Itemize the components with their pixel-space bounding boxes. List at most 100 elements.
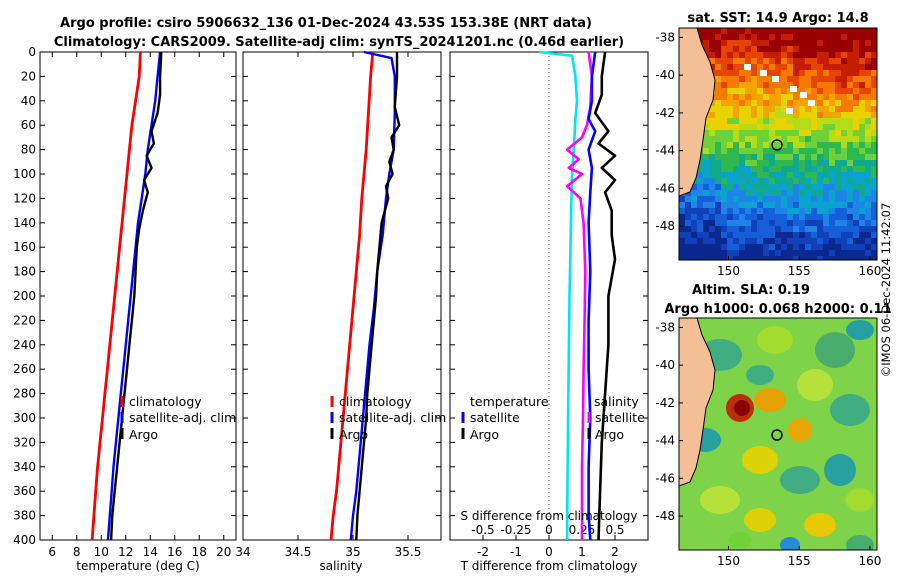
sst-cell	[835, 34, 841, 40]
sst-cell	[865, 166, 871, 172]
salinity-panel: 34 34.5 35 35.5 climatology satellite-adj. …	[235, 50, 446, 573]
lat-tick-label: -40	[655, 68, 675, 82]
x-tick-label: 1	[578, 545, 586, 559]
sst-cell	[865, 160, 871, 166]
sst-cell	[685, 238, 691, 244]
sst-cell	[745, 34, 751, 40]
sst-cell	[733, 178, 739, 184]
sst-cell	[775, 130, 781, 136]
sst-cell	[829, 166, 835, 172]
sst-cell	[727, 148, 733, 154]
sst-cell	[787, 154, 793, 160]
sst-cell	[733, 148, 739, 154]
sst-cell	[835, 148, 841, 154]
sst-cell	[697, 172, 703, 178]
sla-anomaly-blob	[797, 369, 833, 401]
sst-cell	[817, 190, 823, 196]
sla-anomaly-blob	[757, 326, 793, 354]
sst-cell	[775, 94, 781, 100]
sst-cell	[769, 178, 775, 184]
sst-cell	[733, 160, 739, 166]
sst-cell	[793, 106, 799, 112]
sst-map-panel: sat. SST: 14.9 Argo: 14.8 150 155 160 -38 -4…	[655, 11, 881, 278]
sst-cell	[787, 40, 793, 46]
sst-cell	[823, 130, 829, 136]
sst-cell	[847, 172, 853, 178]
sst-cell	[817, 94, 823, 100]
sst-cell	[841, 46, 847, 52]
sst-cell	[793, 220, 799, 226]
sst-cell	[805, 220, 811, 226]
sst-cell	[811, 28, 817, 34]
sst-cell	[751, 196, 757, 202]
sst-cell	[859, 58, 865, 64]
sst-cell	[793, 148, 799, 154]
sst-cell	[709, 202, 715, 208]
sst-cell	[775, 232, 781, 238]
sst-cell	[817, 52, 823, 58]
sst-cell	[769, 202, 775, 208]
sst-cell	[763, 226, 769, 232]
sst-cell	[781, 94, 787, 100]
sst-cell	[841, 94, 847, 100]
sst-cell	[799, 214, 805, 220]
sst-cell	[781, 34, 787, 40]
sst-cell	[835, 64, 841, 70]
sst-cell	[709, 160, 715, 166]
sst-cell	[733, 58, 739, 64]
sst-cell	[829, 148, 835, 154]
sst-cell	[829, 64, 835, 70]
sst-cell	[829, 28, 835, 34]
sst-cell	[727, 226, 733, 232]
sst-cell	[799, 220, 805, 226]
sst-cell	[703, 190, 709, 196]
sst-cell	[865, 40, 871, 46]
sst-cell	[859, 232, 865, 238]
sst-cell	[829, 184, 835, 190]
sst-cell	[805, 226, 811, 232]
sst-cell	[823, 28, 829, 34]
sst-cell	[847, 130, 853, 136]
sst-cell	[721, 220, 727, 226]
sst-cell	[871, 28, 877, 34]
sst-cell	[733, 34, 739, 40]
sst-cell	[745, 124, 751, 130]
sst-cell	[763, 28, 769, 34]
sst-cell	[763, 46, 769, 52]
sst-cell	[829, 106, 835, 112]
sst-cell	[847, 76, 853, 82]
sst-cell	[757, 40, 763, 46]
sst-cell	[721, 100, 727, 106]
sst-cell	[811, 136, 817, 142]
sst-cell	[817, 178, 823, 184]
sst-cell	[871, 166, 877, 172]
sst-cell	[739, 88, 745, 94]
sst-cell	[721, 196, 727, 202]
sst-cell	[775, 244, 781, 250]
sst-cell	[787, 184, 793, 190]
sst-cell	[847, 220, 853, 226]
sst-cell	[847, 160, 853, 166]
sst-cell	[835, 154, 841, 160]
sst-cell	[811, 124, 817, 130]
sst-cell	[733, 100, 739, 106]
y-tick-label: 120	[13, 191, 36, 205]
sst-cell	[739, 202, 745, 208]
sst-cell	[865, 238, 871, 244]
sst-cell	[781, 106, 787, 112]
sst-cell	[703, 160, 709, 166]
sst-cell	[817, 40, 823, 46]
sst-cell	[727, 208, 733, 214]
sst-cell	[715, 70, 721, 76]
sst-cell	[733, 40, 739, 46]
sst-cell	[829, 202, 835, 208]
sst-cell	[817, 28, 823, 34]
sst-cell	[865, 100, 871, 106]
sst-cell	[757, 88, 763, 94]
sst-cell	[853, 178, 859, 184]
sst-cell	[817, 250, 823, 256]
sst-cell	[739, 220, 745, 226]
sst-cell	[853, 118, 859, 124]
sst-cell	[793, 34, 799, 40]
sst-cell	[805, 148, 811, 154]
